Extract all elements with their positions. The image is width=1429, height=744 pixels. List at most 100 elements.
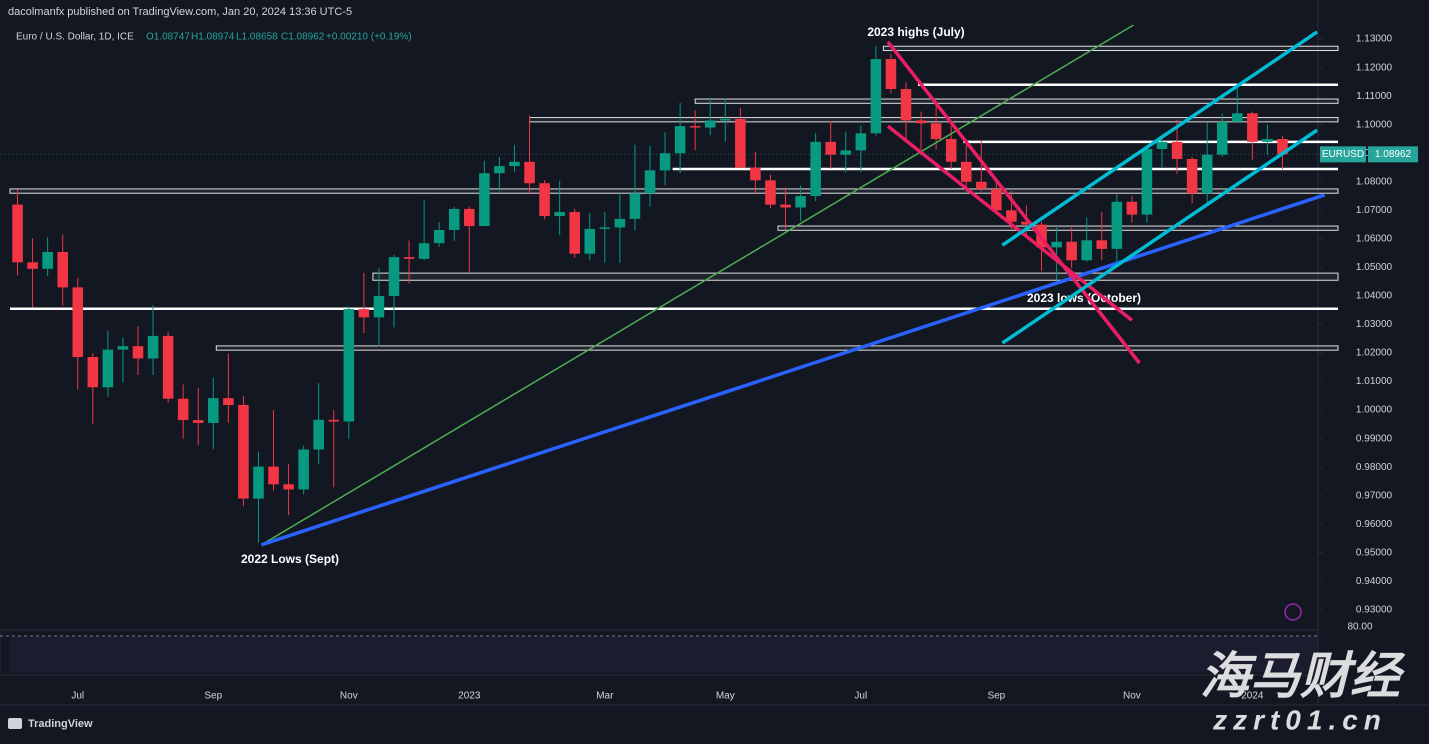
candle-body bbox=[328, 419, 340, 422]
y-tick-label: 1.02000 bbox=[1356, 348, 1393, 359]
candle-body bbox=[117, 346, 129, 350]
candle-body bbox=[1216, 121, 1228, 155]
candle-body bbox=[765, 180, 776, 205]
y-tick-label: 1.00000 bbox=[1356, 405, 1393, 416]
candle-body bbox=[780, 204, 791, 208]
tag: EURUSD bbox=[1322, 149, 1364, 160]
change: +0.00210 (+0.19%) bbox=[326, 32, 412, 43]
x-tick-label: 2023 bbox=[458, 691, 481, 702]
candle-body bbox=[87, 357, 99, 388]
alert-icon[interactable] bbox=[1284, 603, 1302, 621]
candle-body bbox=[1262, 138, 1273, 142]
candle-body bbox=[930, 123, 942, 139]
candle-body bbox=[539, 183, 550, 217]
candle-body bbox=[42, 251, 53, 269]
candle-body bbox=[162, 335, 174, 399]
ohlc-header: O1.08747 H1.08974 L1.08658 C1.08962 bbox=[146, 32, 325, 43]
y-tick-label: 1.12000 bbox=[1356, 62, 1393, 73]
candle-body bbox=[12, 204, 23, 263]
candle-body bbox=[388, 257, 400, 296]
candle-body bbox=[509, 161, 520, 167]
candle-body bbox=[192, 420, 204, 423]
candle-body bbox=[1021, 221, 1032, 225]
y-tick-label: 1.05000 bbox=[1356, 262, 1393, 273]
candle-body bbox=[629, 193, 641, 219]
candle-body bbox=[1232, 113, 1243, 122]
candle-body bbox=[810, 141, 821, 197]
zone bbox=[215, 345, 1339, 351]
candle-body bbox=[915, 120, 927, 124]
candle-body bbox=[238, 404, 249, 499]
ohlc-value: O1.08747 bbox=[146, 32, 190, 43]
candle-body bbox=[358, 309, 370, 318]
candle-body bbox=[72, 287, 84, 358]
candle-body bbox=[268, 466, 279, 485]
brand-logo bbox=[8, 718, 22, 729]
symbol: Euro / U.S. Dollar, 1D, ICE bbox=[16, 32, 134, 43]
candle-body bbox=[976, 181, 987, 189]
candle-body bbox=[599, 227, 611, 229]
candle-body bbox=[945, 138, 957, 162]
candle-body bbox=[659, 153, 671, 171]
candle-body bbox=[991, 188, 1002, 211]
annotation: 2022 Lows (Sept) bbox=[241, 552, 339, 566]
trendline bbox=[261, 24, 1134, 546]
x-tick-label: Jul bbox=[854, 691, 867, 702]
last-price-bg bbox=[1368, 146, 1418, 163]
trendline bbox=[886, 40, 1141, 365]
zone bbox=[777, 225, 1339, 231]
candle-body bbox=[147, 335, 159, 359]
candle-body bbox=[569, 212, 580, 254]
rsi-band bbox=[10, 636, 1318, 672]
ohlc-value: L1.08658 bbox=[236, 32, 278, 43]
trendline bbox=[1001, 30, 1319, 247]
candle-body bbox=[1051, 241, 1062, 248]
y-tick-label: 1.03000 bbox=[1356, 319, 1393, 330]
candle-body bbox=[1247, 113, 1258, 142]
candle-body bbox=[1111, 201, 1123, 249]
zone bbox=[372, 272, 1339, 281]
candle-body bbox=[464, 208, 475, 227]
candle-body bbox=[554, 212, 565, 217]
trendline bbox=[1001, 128, 1319, 345]
candle-body bbox=[57, 251, 68, 288]
candle-body bbox=[1126, 201, 1138, 215]
x-tick-label: Mar bbox=[596, 691, 614, 702]
ohlc-value: C1.08962 bbox=[281, 32, 325, 43]
candle-body bbox=[674, 126, 686, 154]
candle-body bbox=[1201, 154, 1213, 194]
rsi-tick-label: 80.00 bbox=[1347, 622, 1372, 633]
y-tick-label: 0.96000 bbox=[1356, 519, 1393, 530]
candle-body bbox=[343, 309, 355, 422]
candle-body bbox=[689, 126, 701, 128]
candle-body bbox=[479, 173, 490, 227]
candle-body bbox=[960, 161, 972, 182]
x-tick-label: 2024 bbox=[1241, 691, 1264, 702]
zone bbox=[9, 188, 1339, 194]
candle-body bbox=[900, 89, 912, 121]
candle-body bbox=[1096, 240, 1108, 249]
y-tick-label: 0.95000 bbox=[1356, 547, 1393, 558]
y-tick-label: 1.06000 bbox=[1356, 234, 1393, 245]
candle-body bbox=[298, 449, 309, 490]
candle-body bbox=[177, 398, 189, 421]
candle-body bbox=[1081, 240, 1092, 261]
candle-body bbox=[1066, 241, 1077, 261]
trendline bbox=[260, 193, 1326, 547]
candle-body bbox=[855, 133, 867, 151]
candle-body bbox=[750, 167, 761, 181]
x-tick-label: May bbox=[716, 691, 735, 702]
candle-body bbox=[253, 466, 264, 499]
x-tick-label: Nov bbox=[340, 691, 358, 702]
x-tick-label: Nov bbox=[1123, 691, 1141, 702]
y-tick-label: 1.13000 bbox=[1356, 34, 1393, 45]
y-tick-label: 0.98000 bbox=[1356, 462, 1393, 473]
candle-body bbox=[870, 59, 882, 134]
candle-body bbox=[283, 484, 294, 490]
annotation: 2023 highs (July) bbox=[867, 25, 964, 39]
candle-body bbox=[840, 150, 852, 155]
candle-body bbox=[1141, 148, 1153, 215]
zone bbox=[529, 117, 1339, 123]
watermark: zzrt01.cn bbox=[1212, 704, 1387, 735]
